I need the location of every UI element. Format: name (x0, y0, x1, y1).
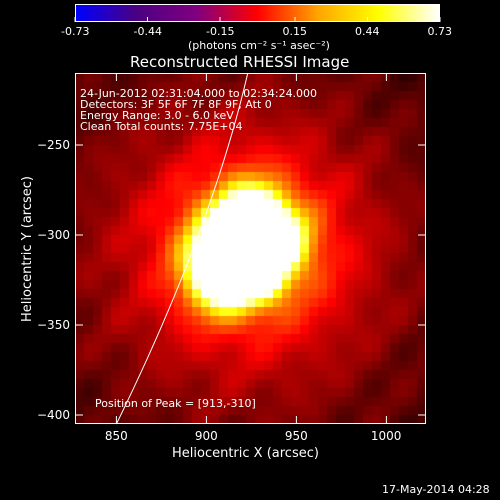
colorbar-tick-label: 0.15 (282, 25, 308, 38)
colorbar-units-label: (photons cm⁻² s⁻¹ asec⁻²) (188, 39, 330, 52)
plot-overlay (75, 72, 426, 425)
rhessi-image (75, 73, 426, 424)
x-tick-label: 1000 (370, 429, 402, 443)
heatmap-canvas (75, 73, 426, 424)
x-axis-label: Heliocentric X (arcsec) (172, 446, 319, 461)
colorbar-tick-label: 0.44 (355, 25, 380, 38)
time-range-text: 24-Jun-2012 02:31:04.000 to 02:34:24.000 (80, 87, 318, 100)
energy-range-text: Energy Range: 3.0 - 6.0 keV (80, 109, 234, 122)
x-tick-label: 850 (104, 429, 128, 443)
y-tick-label: −300 (37, 228, 70, 242)
solar-limb-curve (115, 72, 249, 425)
peak-position-text: Position of Peak = [913,-310] (95, 397, 256, 410)
colorbar-tick-label: -0.15 (206, 25, 235, 38)
colorbar-tick-label: -0.73 (61, 25, 90, 38)
footer-date: 17-May-2014 04:28 (382, 483, 490, 496)
plot-title: Reconstructed RHESSI Image (130, 53, 350, 71)
colorbar-ticks (74, 17, 441, 22)
x-tick-label: 950 (284, 429, 308, 443)
y-tick-label: −350 (37, 318, 70, 332)
x-tick-label: 900 (194, 429, 218, 443)
clean-counts-text: Clean Total counts: 7.75E+04 (80, 120, 243, 133)
colorbar-tick-label: -0.44 (133, 25, 162, 38)
y-tick-label: −400 (37, 408, 70, 422)
y-axis-label: Heliocentric Y (arcsec) (20, 176, 35, 322)
y-tick-label: −250 (37, 138, 70, 152)
detectors-text: Detectors: 3F 5F 6F 7F 8F 9F, Att 0 (80, 98, 272, 111)
colorbar-tick-label: 0.73 (427, 25, 453, 38)
colorbar (75, 4, 440, 22)
